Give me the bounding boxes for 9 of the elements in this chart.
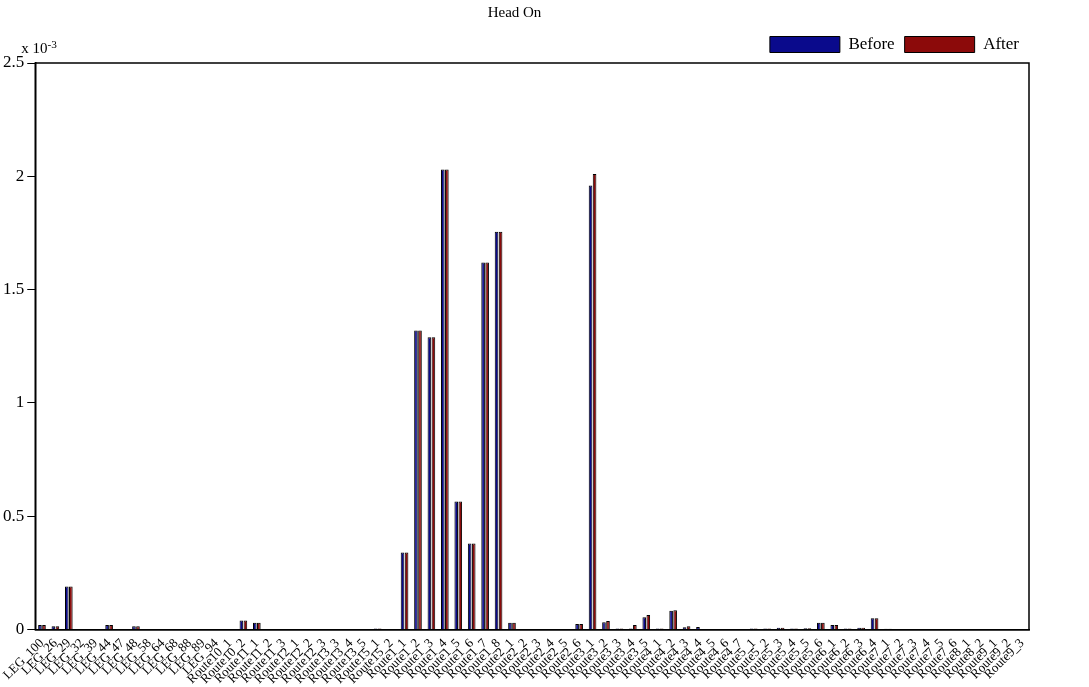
y-tick-label: 0.5 [3, 505, 25, 525]
y-tick-label: 1.5 [3, 279, 25, 299]
legend-label: Before [848, 33, 895, 53]
y-tick-label: 1 [15, 392, 25, 412]
chart-title: Head On [487, 3, 542, 20]
y-tick-label: 2.5 [3, 52, 25, 72]
y-tick-label: 0 [15, 619, 25, 639]
legend-label: After [983, 33, 1020, 53]
y-tick-label: 2 [15, 165, 25, 185]
